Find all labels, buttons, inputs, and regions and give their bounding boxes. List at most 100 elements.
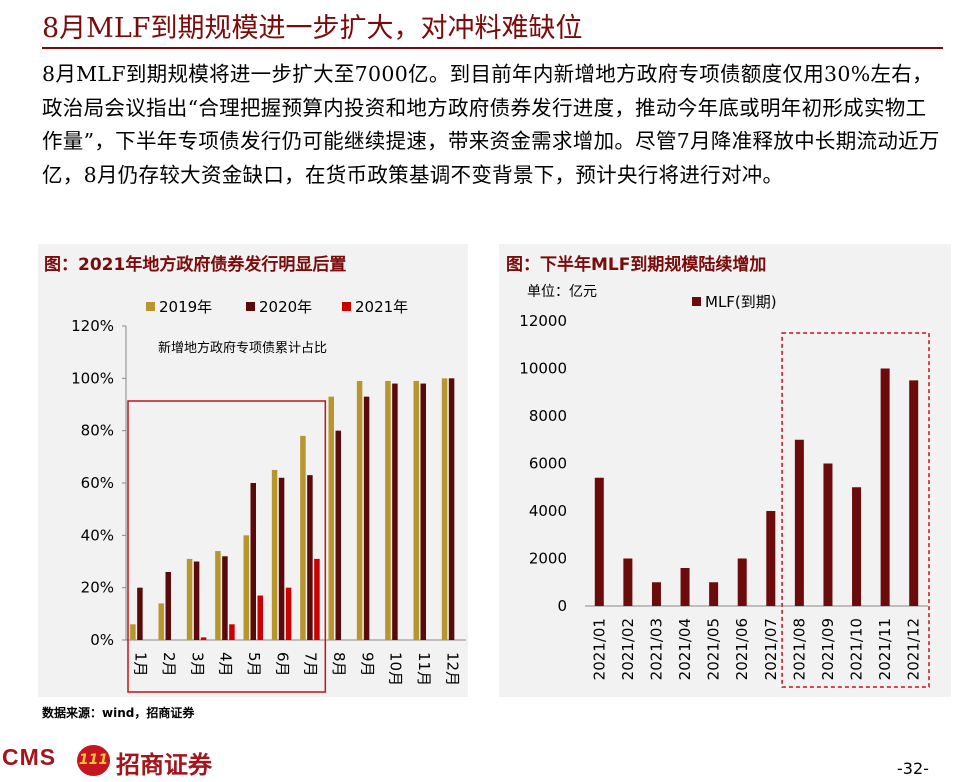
left-y-tick-label: 40%	[81, 526, 114, 544]
cms-logo-badge: 111	[77, 745, 110, 776]
right-bar-mlf	[651, 582, 661, 606]
summary-paragraph: 8月MLF到期规模将进一步扩大至7000亿。到目前年内新增地方政府专项债额度仅用…	[42, 62, 940, 187]
right-chart-title: 图：下半年MLF到期规模陆续增加	[506, 255, 767, 275]
right-x-tick-label: 2021/03	[647, 618, 665, 680]
right-unit-label: 单位：亿元	[527, 284, 597, 300]
left-bar-2020	[250, 483, 256, 640]
left-x-tick-label: 5月	[245, 652, 263, 677]
right-x-tick-label: 2021/05	[705, 618, 723, 680]
left-bar-2019	[413, 380, 419, 640]
data-source: 数据来源：wind，招商证券	[42, 706, 195, 720]
left-y-tick-label: 20%	[81, 579, 114, 597]
left-y-tick-label: 120%	[71, 317, 114, 335]
bond-issuance-chart: 0% 20% 40% 60% 80% 100% 120% 1月 2月 3月 4月 5月 6月 7月 8月 9月…	[71, 298, 466, 693]
right-bar-mlf	[852, 487, 862, 606]
right-x-tick-label: 2021/10	[848, 618, 866, 680]
right-bar-mlf	[737, 558, 747, 606]
left-bar-2021	[229, 624, 235, 640]
left-bar-2021	[314, 558, 320, 640]
right-y-tick-label: 6000	[529, 455, 567, 473]
left-x-tick-label: 9月	[358, 652, 376, 677]
right-bar-mlf	[909, 380, 919, 606]
left-legend-label: 2020年	[259, 298, 312, 316]
right-x-tick-label: 2021/02	[619, 618, 637, 680]
left-bar-2019	[328, 396, 334, 640]
right-x-tick-label: 2021/06	[733, 618, 751, 680]
left-legend-swatch	[146, 302, 155, 311]
left-y-tick-label: 0%	[90, 631, 114, 649]
left-y-tick-label: 100%	[71, 369, 114, 387]
left-bar-2019	[215, 551, 221, 640]
left-bar-2020	[307, 475, 313, 640]
left-bar-2020	[335, 430, 341, 640]
right-highlight-box	[781, 332, 930, 688]
left-bar-2019	[243, 535, 249, 640]
right-x-tick-label: 2021/12	[905, 618, 923, 680]
right-bar-mlf	[823, 463, 833, 606]
left-bar-2021	[200, 637, 207, 640]
left-legend-label: 2021年	[355, 298, 408, 316]
right-bar-mlf	[680, 568, 690, 606]
left-chart-title: 图：2021年地方政府债券发行明显后置	[44, 255, 347, 275]
left-bar-2020	[222, 556, 228, 640]
left-legend-swatch	[246, 302, 255, 311]
right-chart-panel	[499, 244, 951, 697]
right-bar-mlf	[880, 368, 890, 606]
left-bar-2021	[257, 595, 263, 640]
right-bar-mlf	[594, 477, 604, 606]
left-bar-2021	[285, 587, 292, 640]
left-bar-2019	[186, 558, 193, 640]
left-annotation: 新增地方政府专项债累计占比	[158, 340, 327, 356]
right-y-tick-label: 0	[557, 597, 567, 615]
left-bar-2020	[137, 587, 143, 640]
left-y-tick-label: 80%	[81, 422, 114, 440]
right-legend-label: MLF(到期)	[705, 293, 777, 311]
right-x-tick-label: 2021/01	[590, 618, 608, 680]
right-x-tick-label: 2021/07	[762, 618, 780, 680]
left-legend-label: 2019年	[159, 298, 212, 316]
left-x-tick-label: 11月	[415, 652, 433, 686]
left-bar-2020	[448, 378, 455, 640]
left-highlight-box	[127, 400, 327, 693]
left-bar-2020	[193, 561, 200, 640]
left-bar-2019	[271, 469, 278, 640]
right-y-tick-label: 10000	[519, 360, 567, 378]
left-bar-2019	[300, 435, 306, 640]
page-title: 8月MLF到期规模进一步扩大，对冲料难缺位	[42, 13, 583, 44]
left-x-tick-label: 2月	[160, 652, 178, 677]
right-bar-mlf	[794, 439, 804, 606]
page-number: -32-	[897, 759, 929, 778]
cms-logo-text: CMS	[2, 744, 57, 770]
left-x-tick-label: 1月	[132, 652, 150, 677]
left-x-tick-label: 6月	[273, 652, 291, 677]
right-y-tick-label: 8000	[529, 407, 567, 425]
right-x-tick-label: 2021/04	[676, 618, 694, 680]
left-legend-swatch	[342, 302, 351, 311]
left-x-tick-label: 4月	[217, 652, 235, 677]
left-bar-2019	[385, 380, 391, 640]
right-y-tick-label: 12000	[519, 312, 567, 330]
left-bar-2019	[130, 624, 136, 640]
mlf-maturity-chart: 0 2000 4000 6000 8000 10000 12000 2021/01 2021/0…	[519, 284, 930, 688]
left-bar-2019	[441, 378, 448, 640]
left-x-tick-label: 12月	[443, 652, 461, 686]
left-bar-2019	[158, 603, 164, 640]
left-y-tick-label: 60%	[81, 474, 114, 492]
left-x-tick-label: 7月	[302, 652, 320, 677]
left-x-tick-label: 8月	[330, 652, 348, 677]
right-bar-mlf	[766, 511, 776, 606]
right-y-tick-label: 2000	[529, 550, 567, 568]
right-bar-mlf	[623, 558, 633, 606]
title-divider	[42, 47, 943, 49]
left-bar-2020	[363, 396, 370, 640]
left-bar-2020	[420, 383, 426, 640]
cms-logo-chinese: 招商证券	[116, 750, 212, 779]
right-bar-mlf	[709, 582, 719, 606]
left-bar-2020	[165, 571, 171, 640]
left-bar-2020	[392, 383, 398, 640]
left-x-tick-label: 3月	[188, 652, 206, 677]
left-bar-2020	[278, 477, 285, 640]
left-bar-2019	[356, 380, 363, 640]
right-legend-swatch	[692, 297, 701, 306]
right-x-tick-label: 2021/11	[876, 618, 894, 680]
